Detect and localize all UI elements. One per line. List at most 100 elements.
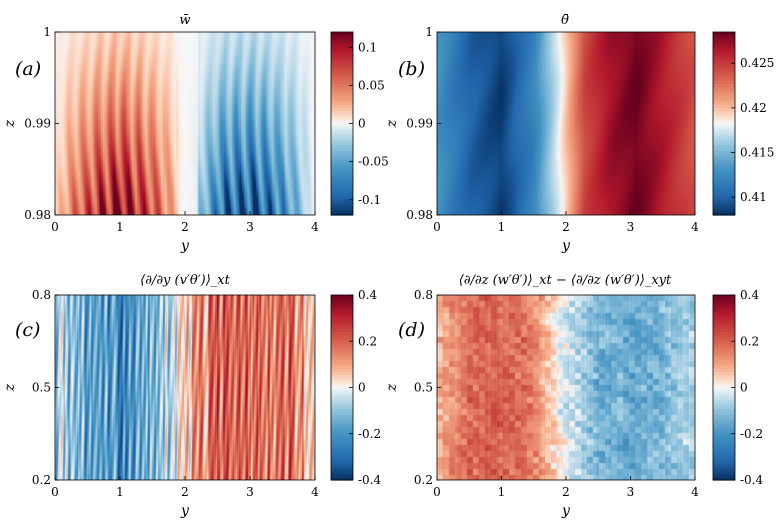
colorbar-segment [713,108,735,112]
colorbar-segment [713,430,735,435]
colorbar-segment [713,338,735,342]
colorbar-segment [331,172,353,176]
colorbar-segment [713,163,735,167]
colorbar-tick-label: 0.4 [740,288,759,302]
x-tick-label: 2 [562,220,570,234]
colorbar-segment [713,458,735,463]
colorbar-segment [331,117,353,122]
panel-c: 0 1 2 3 40.20.50.8yz⟨∂/∂y (v′θ′)⟩_xt(c)0.40.… [2,273,382,519]
colorbar-segment [331,50,353,54]
colorbar-segment [331,178,353,183]
x-tick-label: 4 [691,220,699,234]
colorbar-tick-label: 0.42 [740,101,767,115]
colorbar-segment [331,126,353,131]
colorbar-segment [713,328,735,333]
colorbar-segment [713,56,735,61]
x-tick-label: 3 [627,220,635,234]
colorbar-segment [331,316,353,321]
colorbar-segment [331,353,353,358]
colorbar-segment [713,335,735,339]
colorbar-segment [713,406,735,410]
colorbar-segment [331,436,353,441]
colorbar-segment [713,111,735,115]
colorbar-tick-label: -0.1 [358,193,381,207]
colorbar-segment [713,144,735,149]
colorbar-segment [331,187,353,192]
heatmap-image [55,295,315,480]
colorbar-segment [713,68,735,73]
colorbar-segment [331,199,353,204]
colorbar-segment [331,458,353,463]
colorbar-segment [331,310,353,315]
colorbar-segment [331,202,353,207]
colorbar-segment [713,304,735,308]
colorbar-segment [331,378,353,382]
colorbar-segment [331,393,353,398]
colorbar-segment [331,144,353,149]
colorbar-segment [713,470,735,475]
x-tick-label: 2 [181,485,189,499]
colorbar-segment [713,150,735,155]
y-tick-label: 0.98 [406,208,433,222]
colorbar-tick-label: 0.4 [358,288,377,302]
heatmap-image [55,32,315,215]
colorbar-segment [331,160,353,164]
colorbar-segment [713,344,735,349]
colorbar-segment [713,347,735,352]
colorbar-segment [331,181,353,186]
colorbar-segment [331,396,353,401]
colorbar-segment [713,86,735,91]
colorbar-segment [331,89,353,94]
colorbar-segment [331,307,353,312]
colorbar-segment [331,129,353,134]
colorbar-segment [713,359,735,364]
colorbar-segment [331,111,353,115]
x-tick-label: 3 [246,220,254,234]
colorbar-segment [713,384,735,389]
colorbar-segment [713,199,735,204]
panel-b: 0 1 2 3 4 0.98 0.99 1 y z θ̄ (b) 0.425 0.42 0.415 0.41 [384,13,774,254]
colorbar-segment [713,208,735,213]
colorbar-segment [331,86,353,91]
colorbar-tick-label: 0.41 [740,190,767,204]
colorbar-segment [331,473,353,478]
colorbar-segment [331,319,353,324]
colorbar-segment [331,467,353,472]
colorbar-segment [331,313,353,318]
colorbar-segment [713,93,735,97]
colorbar-segment [331,102,353,106]
colorbar-segment [331,421,353,426]
colorbar-tick-label: 0.05 [358,78,385,92]
heatmap-image [437,32,695,215]
colorbar-segment [331,74,353,79]
panel-label: (d) [398,319,425,341]
colorbar-segment [331,449,353,453]
colorbar-segment [713,427,735,432]
x-tick-label: 3 [246,485,254,499]
colorbar-segment [331,62,353,67]
colorbar-segment [713,47,735,51]
x-tick-label: 4 [691,485,699,499]
colorbar-segment [331,341,353,345]
colorbar: 0.425 0.42 0.415 0.41 [712,31,774,216]
colorbar-segment [331,138,353,143]
colorbar-segment [713,172,735,176]
colorbar-segment [713,402,735,407]
colorbar: 0.4 0.2 0 -0.2 -0.4 [712,288,764,487]
colorbar-segment [713,105,735,109]
colorbar-segment [713,169,735,173]
colorbar-tick-label: 0.2 [740,334,759,348]
colorbar-segment [713,160,735,164]
colorbar-segment [331,32,353,36]
colorbar-segment [331,427,353,432]
colorbar-segment [331,402,353,407]
colorbar-segment [331,375,353,379]
x-tick-label: 1 [498,220,506,234]
colorbar-segment [713,375,735,379]
colorbar-segment [331,338,353,342]
y-axis-label: z [2,119,18,128]
colorbar-segment [713,123,735,128]
colorbar-tick-label: 0.415 [740,146,774,160]
x-tick-label: 0 [433,220,441,234]
colorbar-segment [713,436,735,441]
